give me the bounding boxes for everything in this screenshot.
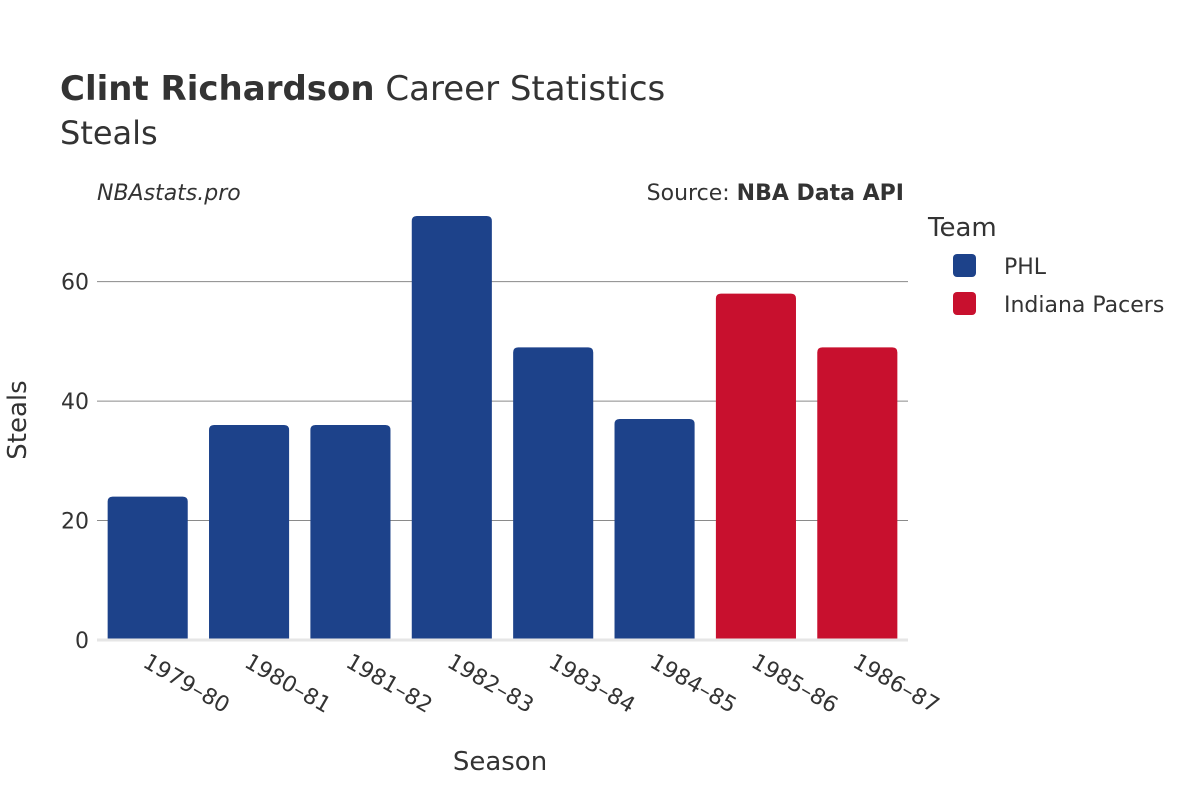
x-tick-1982–83: 1982–83 bbox=[443, 650, 538, 719]
chart-subtitle: Steals bbox=[60, 114, 158, 152]
legend-label-phl: PHL bbox=[1004, 255, 1047, 280]
x-tick-1985–86: 1985–86 bbox=[747, 650, 842, 719]
bar-1983–84 bbox=[513, 347, 594, 640]
credit-text: NBAstats.pro bbox=[97, 181, 241, 206]
y-tick-60: 60 bbox=[61, 271, 89, 296]
x-tick-1979–80: 1979–80 bbox=[139, 650, 234, 719]
x-axis-title: Season bbox=[453, 747, 547, 777]
bar-1985–86 bbox=[715, 293, 796, 640]
x-tick-labels: 1979–80 1980–81 1981–82 1982–83 1983–84 1984–… bbox=[139, 650, 943, 719]
chart-title: Clint Richardson Career Statistics bbox=[60, 69, 665, 109]
bar-1980–81 bbox=[209, 425, 290, 640]
x-tick-1980–81: 1980–81 bbox=[240, 650, 335, 719]
y-tick-labels: 0 20 40 60 bbox=[61, 271, 89, 654]
chart-title-suffix: Career Statistics bbox=[385, 69, 665, 109]
x-tick-1983–84: 1983–84 bbox=[544, 650, 639, 719]
x-tick-1981–82: 1981–82 bbox=[341, 650, 436, 719]
bars bbox=[107, 215, 898, 640]
source-name: NBA Data API bbox=[737, 181, 904, 206]
bar-1979–80 bbox=[107, 496, 188, 640]
x-tick-1984–85: 1984–85 bbox=[646, 650, 741, 719]
bar-1984–85 bbox=[614, 419, 695, 640]
legend: Team PHL Indiana Pacers bbox=[927, 213, 1164, 318]
bar-1982–83 bbox=[411, 215, 492, 640]
bar-1986–87 bbox=[817, 347, 898, 640]
source-space bbox=[730, 181, 737, 206]
y-axis-title: Steals bbox=[3, 380, 33, 459]
source-text: Source: NBA Data API bbox=[647, 181, 904, 206]
bar-1981–82 bbox=[310, 425, 391, 640]
legend-label-indiana-pacers: Indiana Pacers bbox=[1004, 293, 1164, 318]
x-tick-1986–87: 1986–87 bbox=[848, 650, 943, 719]
y-tick-0: 0 bbox=[75, 629, 89, 654]
legend-swatch-indiana-pacers bbox=[953, 292, 976, 315]
chart-title-rest bbox=[375, 69, 386, 109]
y-tick-20: 20 bbox=[61, 510, 89, 535]
source-label: Source: bbox=[647, 181, 730, 206]
chart-title-player: Clint Richardson bbox=[60, 69, 375, 109]
y-tick-40: 40 bbox=[61, 390, 89, 415]
legend-swatch-phl bbox=[953, 254, 976, 277]
legend-title: Team bbox=[927, 213, 997, 243]
